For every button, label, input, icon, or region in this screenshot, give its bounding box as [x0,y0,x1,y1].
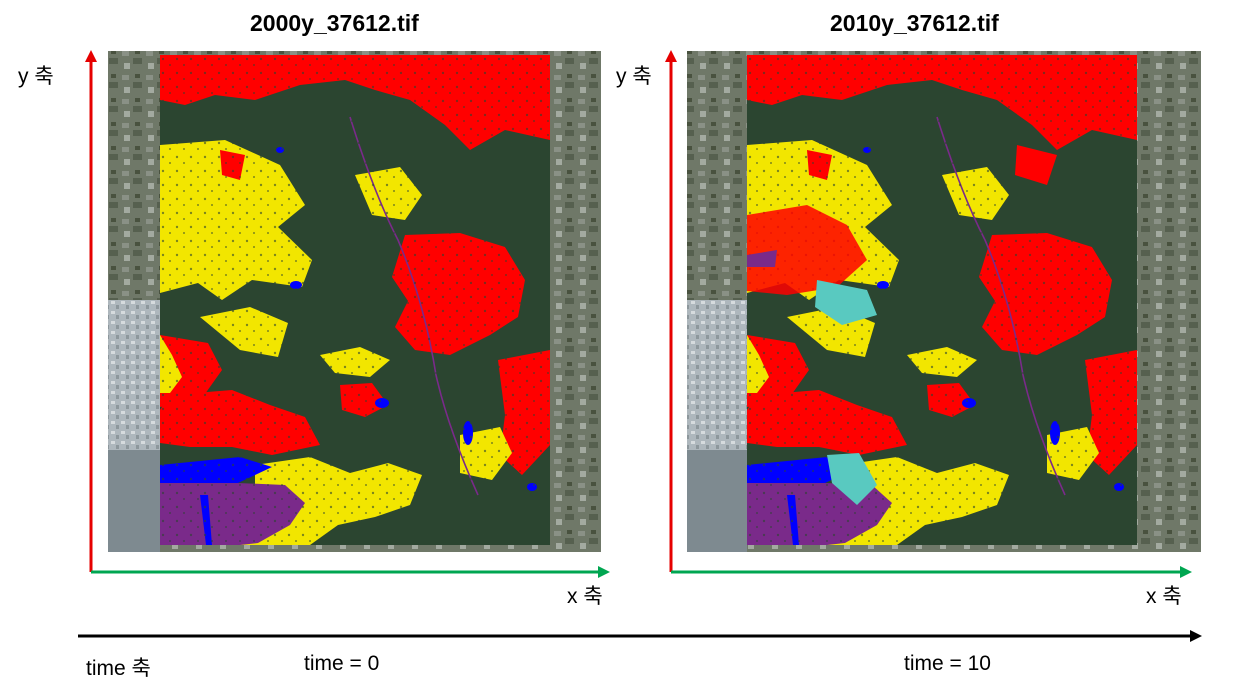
x-axis-arrowhead [598,566,610,578]
satellite-coast [687,450,747,552]
time-axis-arrowhead [1190,630,1202,642]
y-axis-label: y 축 [616,65,652,88]
time-label-10: time = 10 [904,652,991,675]
landcover-raster-2000 [159,54,551,546]
satellite-urban-area [687,300,747,450]
panel-2-title: 2010y_37612.tif [830,10,999,36]
panel-1-title: 2000y_37612.tif [250,10,419,36]
x-axis-arrowhead [1180,566,1192,578]
panel-1-map [108,51,601,552]
satellite-urban-area [108,300,160,450]
x-axis-label: x 축 [1146,585,1182,608]
y-axis-label: y 축 [18,65,54,88]
y-axis-arrowhead [85,50,97,62]
landcover-raster-2010 [746,54,1138,546]
panel-2-map [687,51,1201,552]
time-label-0: time = 0 [304,652,380,675]
x-axis-label: x 축 [567,585,603,608]
satellite-coast [108,450,160,552]
time-axis-label: time 축 [86,657,151,680]
y-axis-arrowhead [665,50,677,62]
